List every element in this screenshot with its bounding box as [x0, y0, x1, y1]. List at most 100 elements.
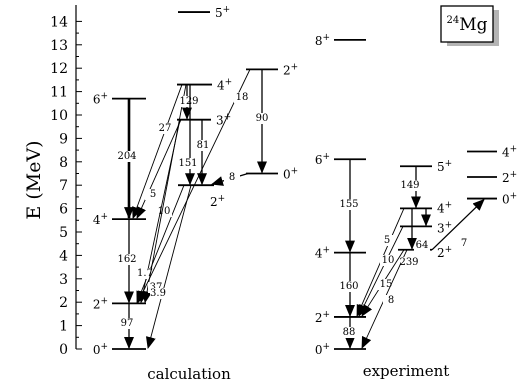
- y-tick-label-0: 0: [59, 342, 68, 358]
- nucleus-label-box: 24Mg: [440, 5, 499, 46]
- transition-label-ct12: 18: [236, 92, 249, 103]
- level-label-e8: 8+: [315, 33, 330, 48]
- y-tick-label-3: 3: [59, 272, 68, 288]
- level-label-c6: 6+: [93, 92, 108, 107]
- y-tick-label-8: 8: [59, 155, 68, 171]
- transition-label-bg: [254, 113, 270, 124]
- y-tick-label-6: 6: [59, 202, 68, 218]
- y-tick-label-9: 9: [59, 131, 68, 147]
- level-label-e6: 6+: [315, 152, 330, 167]
- transition-label-bg: [414, 240, 430, 251]
- level-label-e4b: 4+: [437, 200, 452, 215]
- transition-label-ct4: 27: [159, 123, 172, 134]
- transition-label-bg: [378, 279, 394, 290]
- y-tick-label-13: 13: [50, 38, 68, 54]
- transition-label-bg: [119, 254, 135, 265]
- nucleus-mass: 24: [446, 15, 459, 26]
- y-tick-label-4: 4: [59, 248, 68, 264]
- transition-label-ct14: 8: [229, 172, 235, 183]
- y-tick-label-10: 10: [50, 108, 68, 124]
- transition-label-et2: 160: [339, 281, 358, 292]
- transition-label-et8: 149: [400, 180, 419, 191]
- level-label-c0: 0+: [93, 342, 108, 357]
- experiment-scheme: 0+ 2+ 4+ 6+ 8+ 2+ 3+ 4+ 5+ 0+ 2+ 4+ 88 160 155 5 10 15 8 14…: [315, 33, 517, 357]
- transition-label-bg: [181, 96, 197, 107]
- transition-label-bg: [456, 238, 472, 249]
- transition-label-et6: 15: [380, 279, 393, 290]
- level-label-e3: 3+: [437, 220, 452, 235]
- nucleus-symbol: Mg: [459, 15, 487, 35]
- transition-label-bg: [224, 172, 240, 183]
- transition-label-et1: 88: [343, 327, 356, 338]
- transition-label-bg: [148, 282, 164, 293]
- transition-label-ct8: 37: [150, 282, 163, 293]
- nucleus-box: [440, 5, 494, 43]
- transition-label-et3: 155: [339, 199, 358, 210]
- y-tick-label-5: 5: [59, 225, 68, 241]
- y-axis-label: E (MeV): [23, 140, 45, 219]
- level-label-e0: 0+: [315, 342, 330, 357]
- transition-label-ct3: 204: [117, 151, 136, 162]
- transition-label-bg: [401, 257, 417, 268]
- transition-label-ct11: 81: [197, 140, 210, 151]
- transition-label-ct15: 3.9: [150, 288, 166, 299]
- transition-arrow-ct12: [137, 69, 251, 304]
- transition-label-bg: [145, 189, 161, 200]
- transition-label-bg: [157, 123, 173, 134]
- transition-label-et5: 10: [382, 255, 395, 266]
- level-label-c0b: 0+: [283, 167, 298, 182]
- transition-label-bg: [383, 295, 399, 306]
- transition-label-et7: 8: [388, 295, 394, 306]
- transition-label-bg: [402, 180, 418, 191]
- level-label-c4a: 4+: [93, 212, 108, 227]
- level-label-c5: 5+: [215, 5, 230, 20]
- transition-label-et11: 7: [461, 238, 467, 249]
- panel-label-experiment: experiment: [363, 362, 450, 380]
- transition-label-et9: 64: [416, 240, 429, 251]
- transition-label-ct10: 151: [178, 158, 197, 169]
- transition-arrow-ct4: [132, 84, 183, 220]
- y-tick-label-12: 12: [50, 61, 68, 77]
- y-tick-label-7: 7: [59, 178, 68, 194]
- transition-label-ct5: 5: [150, 189, 156, 200]
- transition-label-bg: [156, 206, 172, 217]
- transition-label-bg: [150, 288, 166, 299]
- transition-label-ct9: 129: [179, 96, 198, 107]
- transition-label-bg: [119, 318, 135, 329]
- panel-label-calculation: calculation: [147, 365, 231, 383]
- level-label-e2a: 2+: [315, 310, 330, 325]
- nucleus-label: 24Mg: [446, 15, 487, 35]
- y-tick-label-11: 11: [50, 85, 68, 101]
- level-label-c2a: 2+: [93, 296, 108, 311]
- y-tick-label-1: 1: [59, 319, 68, 335]
- level-label-c3: 3+: [216, 113, 231, 128]
- level-label-c4b: 4+: [217, 78, 232, 93]
- y-tick-label-2: 2: [59, 295, 68, 311]
- transition-label-bg: [137, 268, 153, 279]
- level-label-e4c: 4+: [502, 145, 517, 160]
- level-label-c2c: 2+: [283, 62, 298, 77]
- transition-label-ct6: 10: [158, 206, 171, 217]
- level-label-e4a: 4+: [315, 246, 330, 261]
- calculation-scheme: 0+ 2+ 4+ 6+ 2+ 3+ 4+ 2+ 0+ 5+ 97 162 204 27 510 1.7 37 12…: [93, 5, 298, 357]
- transition-label-bg: [341, 281, 357, 292]
- level-label-e2b: 2+: [437, 245, 452, 260]
- transition-label-bg: [180, 158, 196, 169]
- transition-arrow-et5: [358, 226, 404, 317]
- level-label-e5: 5+: [437, 159, 452, 174]
- transition-label-bg: [119, 151, 135, 162]
- y-tick-label-14: 14: [50, 14, 68, 30]
- level-label-c2b: 2+: [210, 194, 225, 209]
- transition-label-ct1: 97: [121, 318, 134, 329]
- transition-label-bg: [341, 327, 357, 338]
- level-label-e0b: 0+: [502, 192, 517, 207]
- transition-arrow-ct8: [142, 84, 187, 304]
- transition-label-bg: [195, 140, 211, 151]
- transition-arrow-et11: [431, 198, 485, 251]
- transition-label-et4: 5: [384, 235, 390, 246]
- transition-label-bg: [341, 199, 357, 210]
- transition-label-et10: 239: [399, 257, 418, 268]
- transition-label-ct13: 90: [256, 113, 269, 124]
